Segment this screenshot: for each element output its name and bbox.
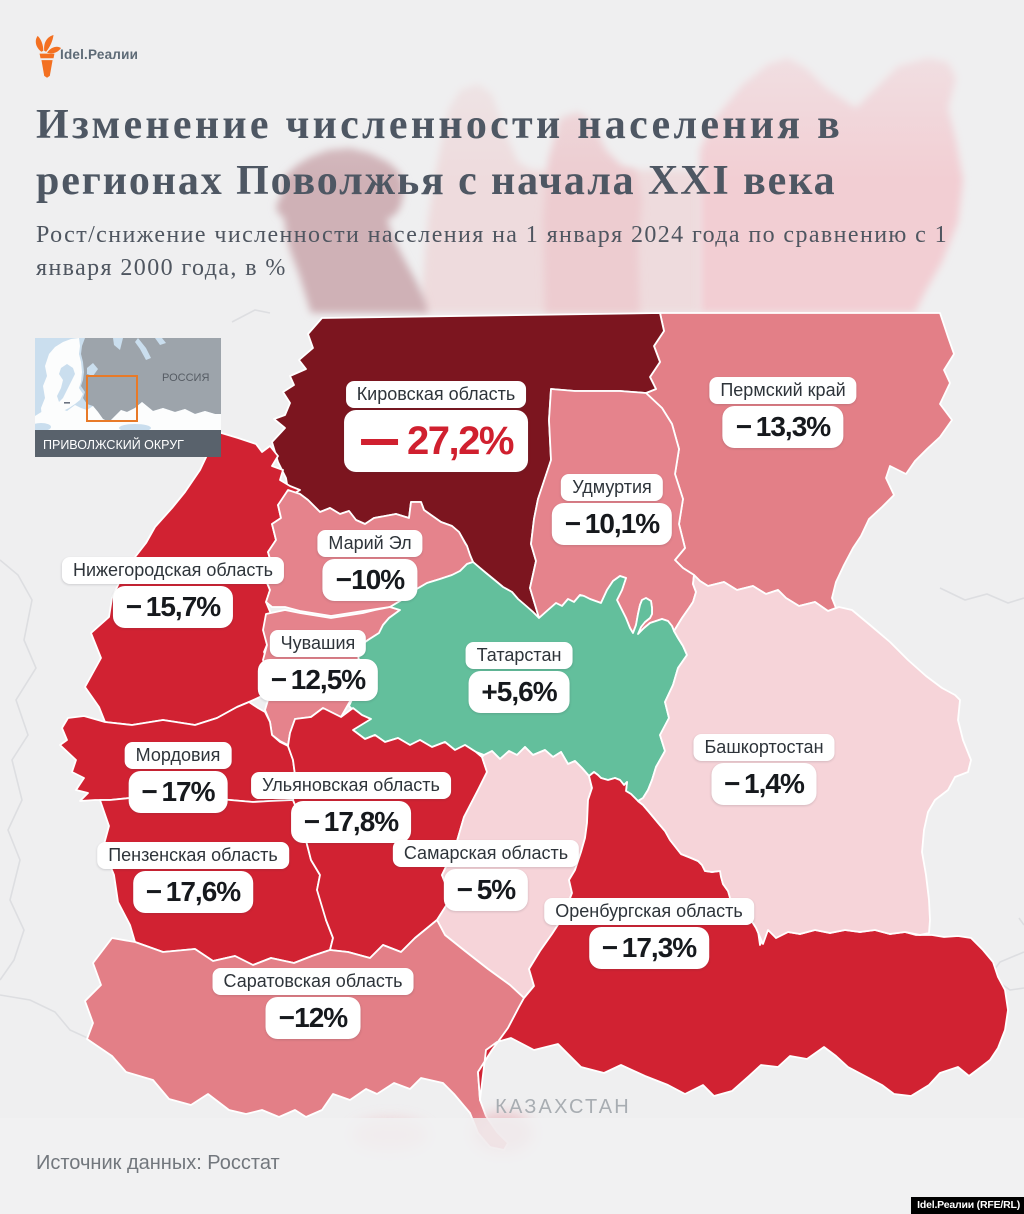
svg-text:КАЗАХСТАН: КАЗАХСТАН bbox=[495, 1096, 631, 1118]
svg-text:ПРИВОЛЖСКИЙ ОКРУГ: ПРИВОЛЖСКИЙ ОКРУГ bbox=[43, 437, 184, 452]
svg-text:РОССИЯ: РОССИЯ bbox=[162, 372, 209, 384]
svg-text:Idel.Реалии: Idel.Реалии bbox=[60, 47, 138, 62]
